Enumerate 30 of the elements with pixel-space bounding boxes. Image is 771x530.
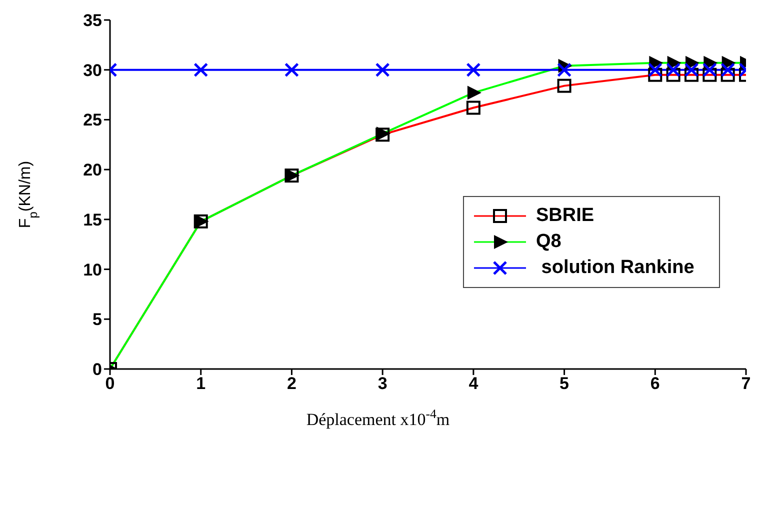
- point: [648, 62, 662, 78]
- point: [194, 62, 208, 78]
- legend-label: Q8: [536, 231, 562, 253]
- x-axis-title: Déplacement x10$^{-4}$m: [306, 407, 450, 429]
- x-tick-label: 5: [560, 374, 570, 394]
- y-tick-label: 15: [83, 210, 102, 230]
- x-tick-label: 4: [468, 374, 479, 394]
- y-tick-label: 25: [83, 110, 102, 130]
- point: [702, 62, 717, 78]
- y-tick-label: 30: [83, 60, 102, 80]
- y-tick-label: 20: [83, 160, 102, 180]
- point: [684, 62, 699, 78]
- point: [375, 62, 390, 78]
- y-tick-label: 0: [92, 360, 102, 380]
- y-tick-label: 10: [83, 260, 102, 280]
- x-tick-label: 3: [378, 374, 388, 394]
- legend-label: solution Rankine: [540, 257, 694, 279]
- y-tick-label: 5: [92, 310, 102, 330]
- x-tick-label: 7: [741, 374, 751, 394]
- point: [284, 62, 299, 78]
- point: [557, 62, 572, 78]
- legend-label: SBRIE: [536, 205, 594, 227]
- point: [666, 62, 681, 78]
- x-tick-label: 2: [286, 374, 296, 394]
- point: [466, 62, 481, 78]
- y-tick-label: 35: [83, 11, 102, 30]
- x-tick-label: 0: [105, 374, 115, 394]
- point: [720, 62, 736, 78]
- x-tick-label: 1: [196, 374, 206, 394]
- x-tick-label: 6: [650, 374, 660, 394]
